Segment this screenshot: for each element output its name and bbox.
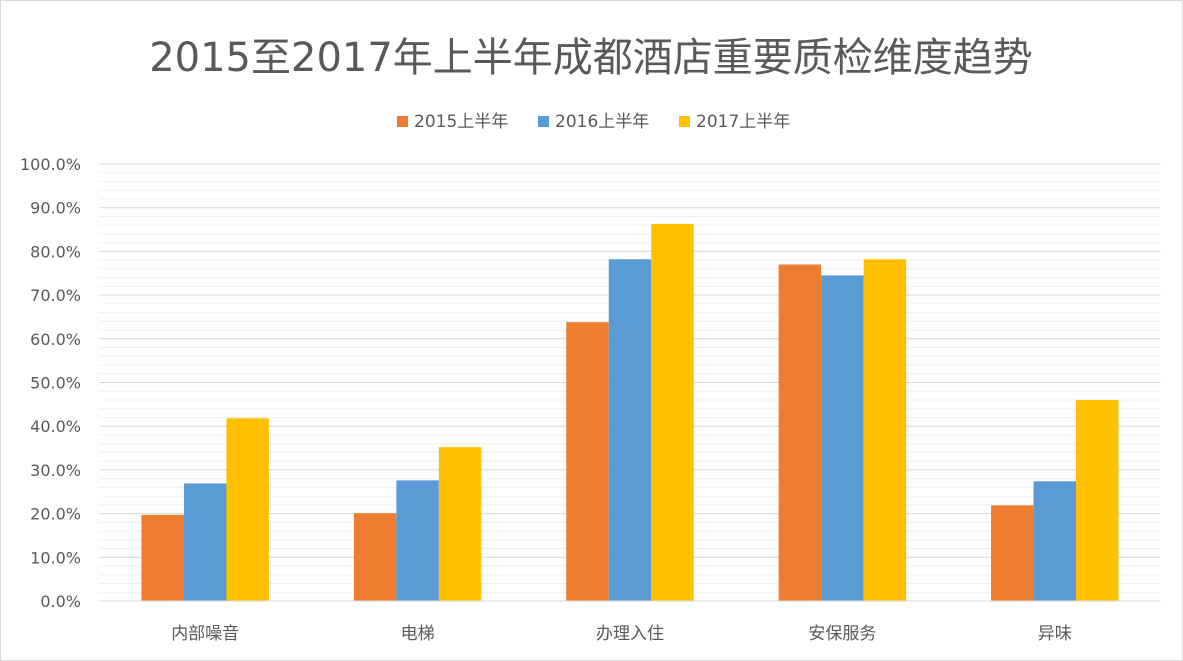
bar [1033, 481, 1077, 601]
bar [991, 505, 1034, 601]
bar [353, 513, 397, 601]
chart-title: 2015至2017年上半年成都酒店重要质检维度趋势 [149, 35, 1033, 81]
y-tick-label: 10.0% [30, 548, 81, 567]
bar [183, 483, 227, 601]
legend-label: 2015上半年 [414, 112, 508, 132]
bar [226, 418, 269, 601]
bar [141, 514, 184, 601]
y-tick-label: 30.0% [30, 461, 81, 480]
legend-label: 2017上半年 [696, 112, 790, 132]
bar [566, 322, 609, 601]
bar [1076, 399, 1119, 601]
y-tick-label: 90.0% [30, 199, 81, 218]
y-tick-label: 80.0% [30, 242, 81, 261]
x-category-label: 安保服务 [808, 624, 876, 644]
bar [863, 259, 907, 601]
legend-swatch [397, 116, 408, 127]
legend-label: 2016上半年 [555, 112, 649, 132]
y-tick-label: 0.0% [40, 592, 81, 611]
y-tick-label: 70.0% [30, 286, 81, 305]
bar [651, 223, 694, 601]
x-category-label: 内部噪音 [171, 624, 239, 644]
bar [821, 275, 864, 601]
y-tick-label: 100.0% [20, 155, 81, 174]
y-tick-label: 50.0% [30, 374, 81, 393]
x-category-label: 电梯 [401, 624, 435, 644]
x-category-label: 办理入住 [596, 624, 664, 644]
x-axis: 内部噪音 电梯 办理入住 安保服务 异味 [99, 600, 1161, 644]
bar [396, 480, 439, 601]
legend: 2015上半年 2016上半年 2017上半年 [397, 112, 790, 132]
bar [778, 264, 822, 601]
legend-swatch [538, 116, 549, 127]
bars [141, 223, 1119, 601]
y-tick-label: 60.0% [30, 330, 81, 349]
y-tick-label: 40.0% [30, 417, 81, 436]
bar [608, 259, 652, 601]
y-tick-label: 20.0% [30, 505, 81, 524]
legend-swatch [679, 116, 690, 127]
y-axis: 0.0% 10.0% 20.0% 30.0% 40.0% 50.0% 60.0% 70.0% 8… [20, 155, 81, 611]
x-category-label: 异味 [1038, 624, 1072, 644]
bar [438, 447, 482, 601]
